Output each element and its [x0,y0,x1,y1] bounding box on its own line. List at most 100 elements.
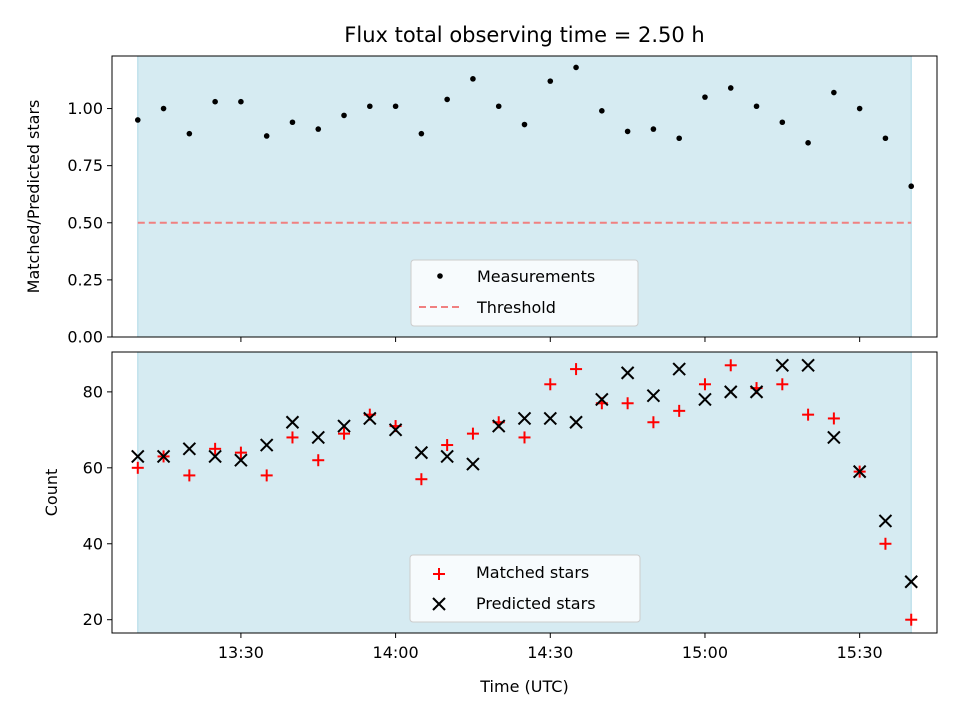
bottom-legend-box [409,554,641,623]
measurement-point [392,103,399,110]
bottom-x-ticks: 13:30 14:00 14:30 15:00 15:30 [218,633,883,662]
predicted-star-point [311,430,325,445]
top-y-ticks: 0.00 0.25 0.50 0.75 1.00 [67,99,112,347]
predicted-star-point [904,575,918,589]
legend-predicted-symbol [432,597,446,611]
y-tick-label: 80 [83,382,103,401]
x-tick-label: 14:30 [527,643,573,662]
matched-star-point [776,378,789,391]
measurement-point [624,128,631,135]
measurement-point [521,121,528,128]
matched-star-point [518,431,531,444]
measurement-point [702,94,708,100]
measurement-points [134,64,915,190]
top-y-axis-label: Matched/Predicted stars [24,100,43,294]
matched-star-point [879,537,892,550]
predicted-star-point [182,442,197,456]
y-tick-label: 60 [83,458,103,477]
bottom-legend: Matched stars Predicted stars [409,554,641,623]
measurement-point [650,126,657,132]
legend-measurements-marker [437,273,443,279]
matched-star-point [131,461,144,474]
matched-star-point [621,397,634,410]
measurement-point [418,130,425,137]
matched-star-point [905,613,918,626]
bottom-y-ticks: 20 40 60 80 [83,382,112,629]
measurement-point [573,64,579,71]
predicted-star-point [801,358,815,372]
measurement-point [341,112,347,119]
measurement-point [676,135,682,142]
predicted-star-point [620,366,635,380]
predicted-star-point [517,411,532,426]
matched-star-point [260,469,273,482]
predicted-stars-points [131,358,918,589]
predicted-star-point [131,449,145,464]
measurement-point [315,126,322,132]
legend-matched-label: Matched stars [476,563,589,582]
matched-star-point [827,412,840,425]
predicted-star-point [363,411,377,426]
predicted-star-point [749,385,764,399]
measurement-point [186,130,193,137]
x-tick-label: 15:00 [682,643,728,662]
predicted-star-point [234,453,248,467]
predicted-star-point [878,514,893,528]
predicted-star-point [543,411,557,426]
matched-star-point [286,431,299,444]
predicted-star-point [775,358,790,372]
matched-star-point [312,454,325,467]
measurement-point [263,133,270,139]
matched-star-point [466,427,479,440]
measurement-point [495,103,502,110]
y-tick-label: 20 [83,610,103,629]
measurement-point [753,103,760,110]
top-legend-box [410,259,639,327]
matched-star-point [338,427,351,440]
matched-star-point [647,416,660,429]
matched-star-point [234,446,247,459]
matched-star-point [802,408,815,421]
bottom-plot: 20 40 60 80 13:30 14:00 14:30 15:00 15:30 Time … [42,351,938,696]
legend-threshold-label: Threshold [476,298,556,317]
matched-star-point [724,359,737,372]
predicted-star-point [285,415,300,429]
measurement-point [856,105,863,112]
y-tick-label: 0.00 [67,328,103,347]
predicted-star-point [414,445,429,460]
predicted-star-point [337,419,351,433]
measurement-point [831,89,837,96]
matched-star-point [698,378,711,391]
legend-matched-symbol [433,568,445,580]
bottom-y-axis-label: Count [42,469,61,517]
matched-star-point [544,378,557,391]
predicted-star-point [440,449,454,464]
x-tick-label: 14:00 [373,643,419,662]
measurement-point [547,78,554,84]
legend-matched-marker [433,568,445,580]
bottom-axes-frame [111,351,938,634]
measurement-point [444,96,450,103]
measurement-point [367,103,373,110]
predicted-star-point [724,385,738,399]
matched-star-point [209,442,222,455]
measurement-point [779,119,786,126]
predicted-star-point [156,449,171,464]
y-tick-label: 40 [83,534,103,553]
top-axes-frame [111,55,938,338]
measurement-point [882,135,889,142]
x-tick-label: 13:30 [218,643,264,662]
measurement-point [289,119,296,126]
predicted-star-point [827,430,841,445]
legend-predicted-label: Predicted stars [476,594,596,613]
measurement-point [727,85,734,91]
predicted-star-point [646,388,661,403]
legend-measurements-label: Measurements [477,267,595,286]
y-tick-label: 0.25 [67,270,103,289]
matched-star-point [441,439,454,452]
predicted-star-point [388,423,403,437]
measurement-point [470,76,476,82]
matched-star-point [415,473,428,486]
predicted-star-point [852,464,867,479]
predicted-star-point [595,392,609,407]
